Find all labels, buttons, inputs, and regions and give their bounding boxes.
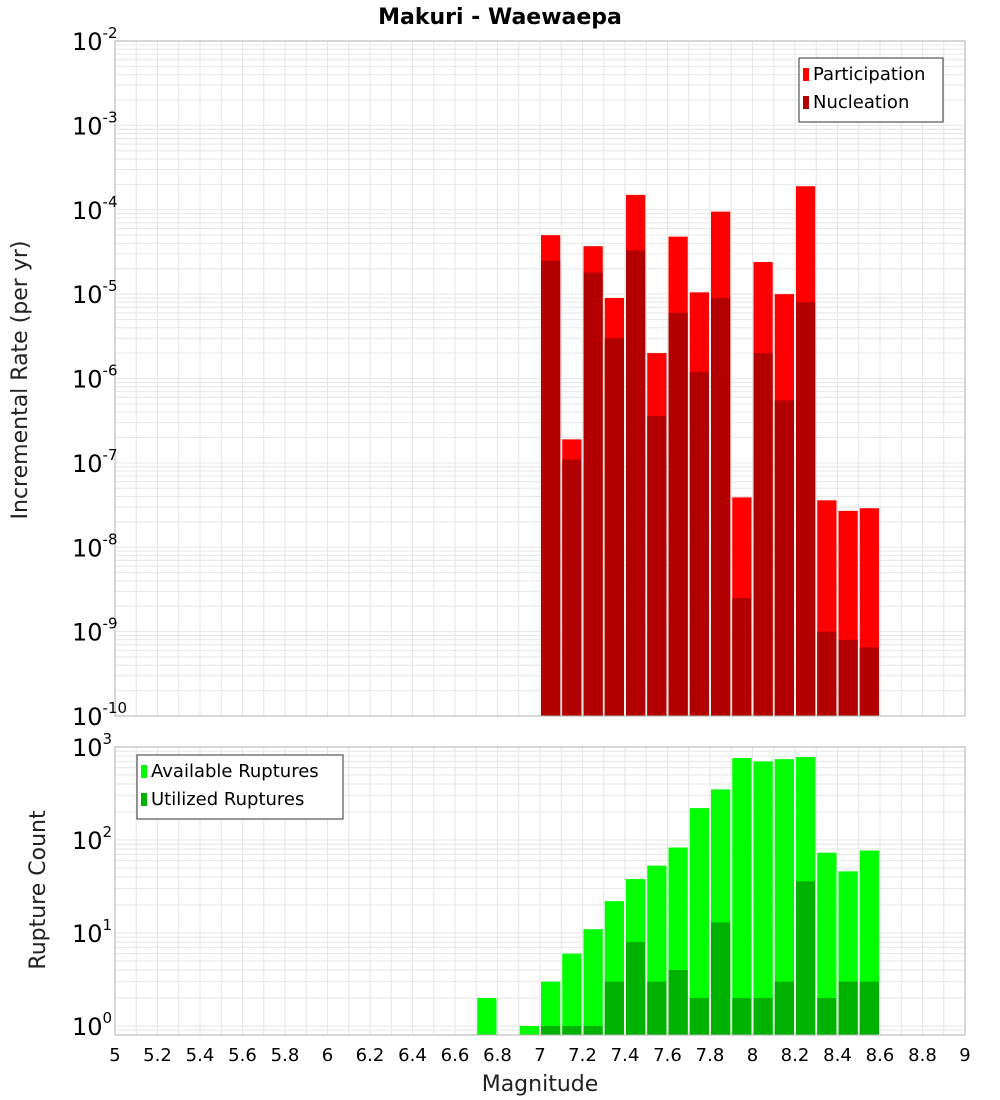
utilized-ruptures-bar xyxy=(838,981,858,1035)
y-tick-label: 10-3 xyxy=(72,108,118,140)
available-ruptures-bar xyxy=(774,759,794,1035)
y-tick-label: 10-2 xyxy=(72,24,118,56)
nucleation-bar xyxy=(796,302,816,716)
legend-box xyxy=(798,57,944,123)
nucleation-bar xyxy=(859,647,879,716)
x-tick-label: 5.8 xyxy=(271,1045,300,1066)
available-ruptures-bar xyxy=(562,953,582,1035)
y-tick-label: 102 xyxy=(72,823,112,855)
y-tick-label: 10-9 xyxy=(72,615,118,647)
y-tick-label: 10-6 xyxy=(72,362,118,394)
nucleation-bar xyxy=(753,353,773,716)
utilized-ruptures-bar xyxy=(817,997,837,1035)
y-tick-label: 10-10 xyxy=(72,699,127,731)
x-tick-label: 5.2 xyxy=(143,1045,172,1066)
nucleation-bar xyxy=(774,400,794,716)
utilized-ruptures-bar xyxy=(626,942,646,1035)
x-tick-label: 7 xyxy=(534,1045,545,1066)
nucleation-bar xyxy=(668,312,688,716)
legend-swatch xyxy=(141,793,147,806)
available-ruptures-bar xyxy=(753,761,773,1035)
utilized-ruptures-bar xyxy=(732,997,752,1035)
legend: Available Ruptures Utilized Ruptures xyxy=(136,754,344,820)
legend-swatch xyxy=(141,765,147,778)
x-tick-label: 5.4 xyxy=(186,1045,215,1066)
x-tick-label: 7.4 xyxy=(611,1045,640,1066)
utilized-ruptures-bar xyxy=(562,1025,582,1035)
nucleation-bar xyxy=(817,631,837,716)
nucleation-bar xyxy=(604,338,624,716)
utilized-ruptures-bar xyxy=(774,981,794,1035)
x-tick-label: 8 xyxy=(747,1045,758,1066)
x-axis-label: Magnitude xyxy=(482,1072,599,1097)
legend-entry: Utilized Ruptures xyxy=(151,789,304,810)
x-tick-label: 8.4 xyxy=(823,1045,852,1066)
legend-entry: Nucleation xyxy=(813,92,909,113)
utilized-ruptures-bar xyxy=(796,881,816,1035)
x-tick-label: 6 xyxy=(322,1045,333,1066)
y-tick-label: 100 xyxy=(72,1009,112,1041)
plot-frame xyxy=(114,40,966,717)
available-ruptures-bar xyxy=(817,852,837,1035)
nucleation-bar xyxy=(583,272,603,716)
utilized-ruptures-bar xyxy=(583,1025,603,1035)
y-tick-label: 101 xyxy=(72,916,112,948)
y-tick-label: 10-8 xyxy=(72,530,118,562)
utilized-ruptures-bar xyxy=(647,981,667,1035)
x-tick-label: 6.4 xyxy=(398,1045,427,1066)
available-ruptures-bar xyxy=(689,808,709,1035)
x-tick-label: 9 xyxy=(959,1045,970,1066)
x-tick-label: 5 xyxy=(109,1045,120,1066)
utilized-ruptures-bar xyxy=(541,1025,561,1035)
utilized-ruptures-bar xyxy=(753,997,773,1035)
legend-entry: Participation xyxy=(813,64,925,85)
y-tick-label: 10-5 xyxy=(72,277,118,309)
available-ruptures-bar xyxy=(583,929,603,1035)
incremental-rate-panel: 10-10 10-9 10-8 10-7 10-6 10-5 10-4 10-3 10-2 Par… xyxy=(72,24,966,731)
nucleation-bar xyxy=(732,598,752,716)
available-ruptures-bar xyxy=(541,981,561,1035)
plot-frame xyxy=(114,746,966,1036)
nucleation-bar xyxy=(541,260,561,716)
nucleation-bar xyxy=(838,639,858,716)
legend-box xyxy=(136,754,344,820)
x-tick-label: 5.6 xyxy=(228,1045,257,1066)
utilized-ruptures-bar xyxy=(859,981,879,1035)
utilized-ruptures-bar xyxy=(711,922,731,1035)
utilized-ruptures-bar xyxy=(668,969,688,1035)
x-tick-label: 6.8 xyxy=(483,1045,512,1066)
x-tick-label: 6.6 xyxy=(441,1045,470,1066)
nucleation-bar xyxy=(647,415,667,716)
y-tick-label: 10-4 xyxy=(72,193,118,225)
available-ruptures-bar xyxy=(477,997,497,1035)
legend-swatch xyxy=(803,68,809,81)
utilized-ruptures-bar xyxy=(604,981,624,1035)
x-tick-label: 8.2 xyxy=(781,1045,810,1066)
legend-entry: Available Ruptures xyxy=(151,761,319,782)
nucleation-bar xyxy=(711,297,731,716)
bottom-y-axis-label: Rupture Count xyxy=(26,810,51,970)
rupture-count-panel: 100 101 102 103 Available Ruptures Utilized R… xyxy=(72,730,971,1066)
x-tick-label: 7.2 xyxy=(568,1045,597,1066)
nucleation-bar xyxy=(626,250,646,717)
available-ruptures-bar xyxy=(519,1025,539,1035)
x-tick-label: 6.2 xyxy=(356,1045,385,1066)
legend-swatch xyxy=(803,96,809,109)
y-tick-label: 10-7 xyxy=(72,446,118,478)
legend: Participation Nucleation xyxy=(798,57,944,123)
x-tick-label: 8.6 xyxy=(866,1045,895,1066)
nucleation-bar xyxy=(689,371,709,716)
nucleation-bar xyxy=(562,459,582,716)
x-tick-label: 8.8 xyxy=(908,1045,937,1066)
chart-title: Makuri - Waewaepa xyxy=(378,5,622,30)
available-ruptures-bar xyxy=(732,758,752,1035)
y-tick-label: 103 xyxy=(72,730,112,762)
x-tick-label: 7.8 xyxy=(696,1045,725,1066)
utilized-ruptures-bar xyxy=(689,997,709,1035)
top-y-axis-label: Incremental Rate (per yr) xyxy=(8,241,33,520)
x-tick-label: 7.6 xyxy=(653,1045,682,1066)
